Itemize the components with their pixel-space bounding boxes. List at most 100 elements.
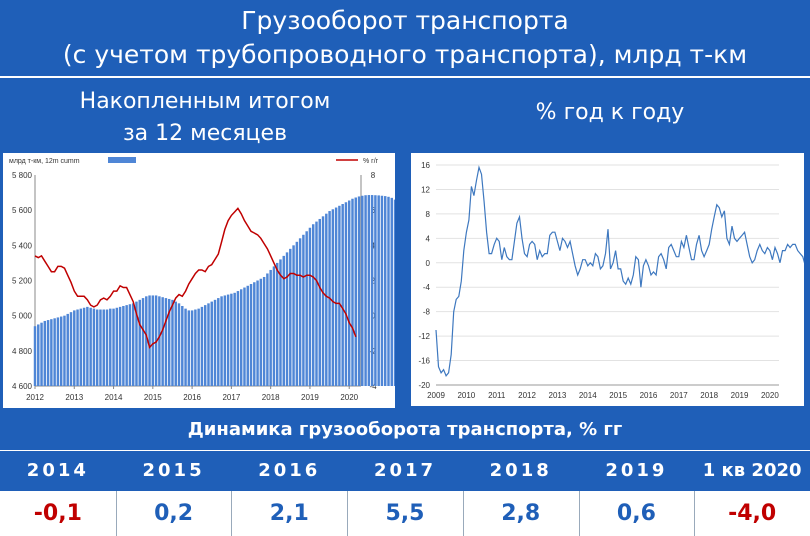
y-left-tick-label: 5 200 xyxy=(12,277,33,286)
cumulative-bar xyxy=(325,213,328,386)
yoy-series-line xyxy=(435,165,810,377)
cumulative-bar xyxy=(76,309,79,386)
right-subtitle: % год к году xyxy=(535,100,685,125)
y-left-tick-label: 5 800 xyxy=(12,171,33,180)
cumulative-bar xyxy=(115,307,119,386)
cumulative-bar xyxy=(285,252,289,386)
cumulative-bar xyxy=(59,316,63,386)
y-tick-label: 8 xyxy=(426,210,431,219)
cumulative-bar xyxy=(393,199,397,386)
table-year-cell: 2016 xyxy=(258,460,321,481)
table-value-cell: -4,0 xyxy=(728,501,777,526)
cumulative-bar xyxy=(275,262,279,386)
x-tick-label: 2013 xyxy=(549,391,567,400)
table-column-separator xyxy=(231,491,233,536)
cumulative-bar xyxy=(99,309,102,386)
cumulative-bar xyxy=(308,227,312,386)
cumulative-bar xyxy=(79,308,83,386)
cumulative-bar xyxy=(141,298,145,386)
table-year-cell: 2015 xyxy=(142,460,205,481)
cumulative-bar xyxy=(33,326,37,386)
cumulative-bar xyxy=(259,278,263,386)
y-right-tick-label: 8 xyxy=(371,171,376,180)
cumulative-bar xyxy=(344,202,348,386)
cumulative-bar xyxy=(334,207,338,386)
cumulative-bar xyxy=(347,200,351,386)
cumulative-bar xyxy=(109,308,112,386)
table-values-row: -0,1 0,2 2,1 5,5 2,8 0,6 -4,0 xyxy=(0,491,810,536)
cumulative-bar xyxy=(289,248,292,386)
y-tick-label: -8 xyxy=(423,308,431,317)
cumulative-bar xyxy=(161,297,164,386)
cumulative-bar xyxy=(200,306,204,386)
x-tick-label: 2018 xyxy=(262,393,280,402)
cumulative-bar xyxy=(253,282,256,386)
cumulative-bar xyxy=(311,224,315,386)
cumulative-bar xyxy=(151,295,155,386)
cumulative-bar xyxy=(380,195,384,386)
table-value-cell: -0,1 xyxy=(33,501,82,526)
table-value-cell: 0,2 xyxy=(154,501,194,526)
table-column-separator xyxy=(694,491,696,536)
table-years-row: 2014 2015 2016 2017 2018 2019 1 кв 2020 xyxy=(0,450,810,490)
cumulative-bar xyxy=(181,305,184,386)
cumulative-bar xyxy=(374,195,377,386)
cumulative-bar xyxy=(95,309,99,386)
cumulative-bar xyxy=(210,301,213,386)
cumulative-bar xyxy=(174,301,177,386)
x-tick-label: 2016 xyxy=(640,391,658,400)
cumulative-bar xyxy=(56,317,60,386)
legend-bars-swatch xyxy=(108,157,136,163)
cumulative-bar xyxy=(367,195,371,386)
table-value-cell: 5,5 xyxy=(385,501,425,526)
y-tick-label: 4 xyxy=(426,234,431,243)
cumulative-bar xyxy=(37,324,40,386)
cumulative-bar xyxy=(377,195,380,386)
cumulative-bar xyxy=(53,318,56,386)
x-tick-label: 2017 xyxy=(222,393,240,402)
table-title: Динамика грузооборота транспорта, % гг xyxy=(0,410,810,450)
yoy-chart: -20 -16 -12 -8 -4 0 4 8 12 16 2009 2010 2011 2012 2013… xyxy=(418,161,810,400)
cumulative-bar xyxy=(125,305,128,386)
x-tick-label: 2014 xyxy=(105,393,123,402)
table-year-cell: 2019 xyxy=(605,460,668,481)
cumulative-bar xyxy=(112,308,115,386)
y-tick-label: 0 xyxy=(426,259,431,268)
cumulative-bar xyxy=(272,266,276,386)
yoy-line xyxy=(34,207,357,349)
cumulative-bar xyxy=(187,310,191,386)
table-year-cell: 2014 xyxy=(26,460,89,481)
cumulative-bar xyxy=(236,291,240,386)
cumulative-bar xyxy=(190,310,194,386)
cumulative-bar xyxy=(279,259,282,386)
cumulative-bar xyxy=(46,320,50,386)
legend-line-label: % г/г xyxy=(363,158,379,165)
y-tick-label: -20 xyxy=(418,381,430,390)
cumulative-bar xyxy=(341,204,344,386)
cumulative-bar xyxy=(213,299,217,386)
slide-title: Грузооборот транспорта (с учетом трубопр… xyxy=(0,4,810,72)
cumulative-bar xyxy=(177,303,181,386)
y-tick-label: -4 xyxy=(423,283,431,292)
cumulative-bar xyxy=(387,196,390,386)
x-tick-label: 2018 xyxy=(700,391,718,400)
cumulative-bar xyxy=(82,307,86,386)
cumulative-bar xyxy=(122,305,125,386)
cumulative-bar xyxy=(66,313,69,386)
table-column-separator xyxy=(578,491,580,536)
x-tick-label: 2012 xyxy=(518,391,536,400)
cumulative-bar xyxy=(220,296,223,386)
left-subtitle: Накопленным итогом за 12 месяцев xyxy=(20,86,390,150)
cumulative-bar xyxy=(197,308,200,386)
x-tick-label: 2014 xyxy=(579,391,597,400)
cumulative-bar xyxy=(184,308,187,386)
x-tick-label: 2016 xyxy=(183,393,201,402)
table-value-cell: 2,8 xyxy=(501,501,541,526)
x-tick-label: 2020 xyxy=(761,391,779,400)
cumulative-bar xyxy=(315,221,318,386)
cumulative-bar xyxy=(131,303,135,386)
x-tick-label: 2013 xyxy=(65,393,83,402)
x-tick-label: 2015 xyxy=(609,391,627,400)
cumulative-bar xyxy=(223,295,227,386)
title-line-2: (с учетом трубопроводного транспорта), м… xyxy=(62,40,748,69)
